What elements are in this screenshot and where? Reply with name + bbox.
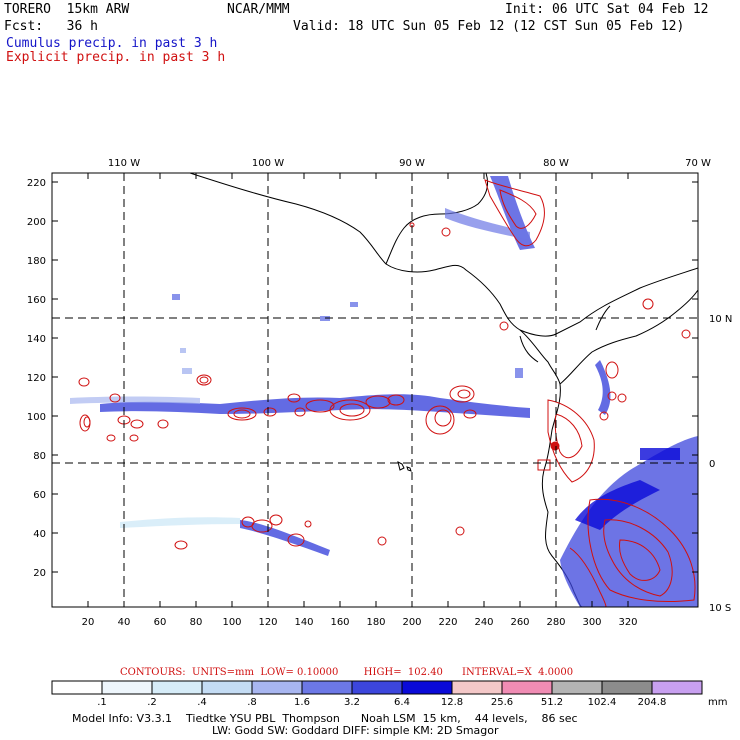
x-tick-label: 120 (258, 617, 277, 628)
axis-labels: 110 W 100 W 90 W 80 W 70 W 10 N 0 10 S 220 200 180… (27, 158, 732, 628)
y-tick-label: 40 (33, 529, 46, 540)
y-tick-label: 20 (33, 568, 46, 579)
color-bar-label: .1 (97, 697, 107, 708)
color-bar-swatch (51, 680, 103, 695)
latitude-label: 10 S (709, 603, 731, 614)
color-bar-label: .8 (247, 697, 257, 708)
color-bar-swatch (401, 680, 453, 695)
color-bar-swatch (101, 680, 153, 695)
x-tick-label: 180 (366, 617, 385, 628)
x-tick-label: 200 (402, 617, 421, 628)
color-bar-label: .2 (147, 697, 157, 708)
color-bar-swatch (501, 680, 553, 695)
color-bar-swatch (601, 680, 653, 695)
x-tick-label: 60 (154, 617, 167, 628)
init-time: Init: 06 UTC Sat 04 Feb 12 (505, 2, 709, 17)
y-tick-label: 120 (27, 373, 46, 384)
color-bar-swatch (301, 680, 353, 695)
longitude-label: 70 W (685, 158, 711, 169)
color-bar: .1 .2 .4 .8 1.6 3.2 6.4 12.8 25.6 51.2 102.4 204.8 m… (51, 680, 727, 708)
color-bar-swatch (351, 680, 403, 695)
longitude-label: 80 W (543, 158, 569, 169)
physics-info: LW: Godd SW: Goddard DIFF: simple KM: 2D… (212, 724, 499, 737)
color-bar-swatch (551, 680, 603, 695)
organization: NCAR/MMM (227, 2, 290, 17)
x-tick-label: 20 (82, 617, 95, 628)
contours-info: CONTOURS: UNITS=mm LOW= 0.10000 HIGH= 10… (120, 667, 574, 678)
forecast-hour: Fcst: 36 h (4, 19, 98, 34)
x-tick-label: 260 (510, 617, 529, 628)
longitude-label: 100 W (252, 158, 284, 169)
x-tick-label: 300 (582, 617, 601, 628)
model-info: Model Info: V3.3.1 Tiedtke YSU PBL Thomp… (72, 712, 578, 725)
color-bar-label: 3.2 (344, 697, 360, 708)
color-bar-swatch (651, 680, 703, 695)
color-bar-swatch (151, 680, 203, 695)
cumulus-precip-label: Cumulus precip. in past 3 h (6, 36, 218, 51)
color-bar-label: 204.8 (638, 697, 667, 708)
map-frame (51, 172, 699, 608)
y-tick-label: 160 (27, 295, 46, 306)
x-tick-label: 160 (330, 617, 349, 628)
color-bar-label: 6.4 (394, 697, 410, 708)
latitude-label: 0 (709, 459, 715, 470)
color-bar-unit: mm (708, 697, 727, 708)
y-tick-label: 140 (27, 334, 46, 345)
longitude-label: 110 W (108, 158, 140, 169)
x-tick-label: 240 (474, 617, 493, 628)
axis-ticks (52, 173, 698, 607)
valid-time: Valid: 18 UTC Sun 05 Feb 12 (12 CST Sun … (293, 19, 685, 34)
y-tick-label: 220 (27, 178, 46, 189)
y-tick-label: 80 (33, 451, 46, 462)
longitude-label: 90 W (399, 158, 425, 169)
color-bar-label: 12.8 (441, 697, 463, 708)
color-bar-swatch (201, 680, 253, 695)
color-bar-label: 25.6 (491, 697, 513, 708)
x-tick-label: 40 (118, 617, 131, 628)
explicit-precip-label: Explicit precip. in past 3 h (6, 50, 226, 65)
y-tick-label: 200 (27, 217, 46, 228)
x-tick-label: 320 (618, 617, 637, 628)
map-content (52, 173, 698, 607)
color-bar-label: 51.2 (541, 697, 563, 708)
model-name: TORERO 15km ARW (4, 2, 130, 17)
x-tick-label: 280 (546, 617, 565, 628)
latitude-label: 10 N (709, 314, 732, 325)
x-tick-label: 140 (294, 617, 313, 628)
grid (52, 173, 698, 607)
color-bar-label: .4 (197, 697, 207, 708)
color-bar-swatch (451, 680, 503, 695)
x-tick-label: 80 (190, 617, 203, 628)
y-tick-label: 180 (27, 256, 46, 267)
x-tick-label: 220 (438, 617, 457, 628)
color-bar-swatch (251, 680, 303, 695)
color-bar-label: 1.6 (294, 697, 310, 708)
cumulus-precip (70, 176, 698, 607)
y-tick-label: 100 (27, 412, 46, 423)
x-tick-label: 100 (222, 617, 241, 628)
y-tick-label: 60 (33, 490, 46, 501)
color-bar-label: 102.4 (588, 697, 617, 708)
